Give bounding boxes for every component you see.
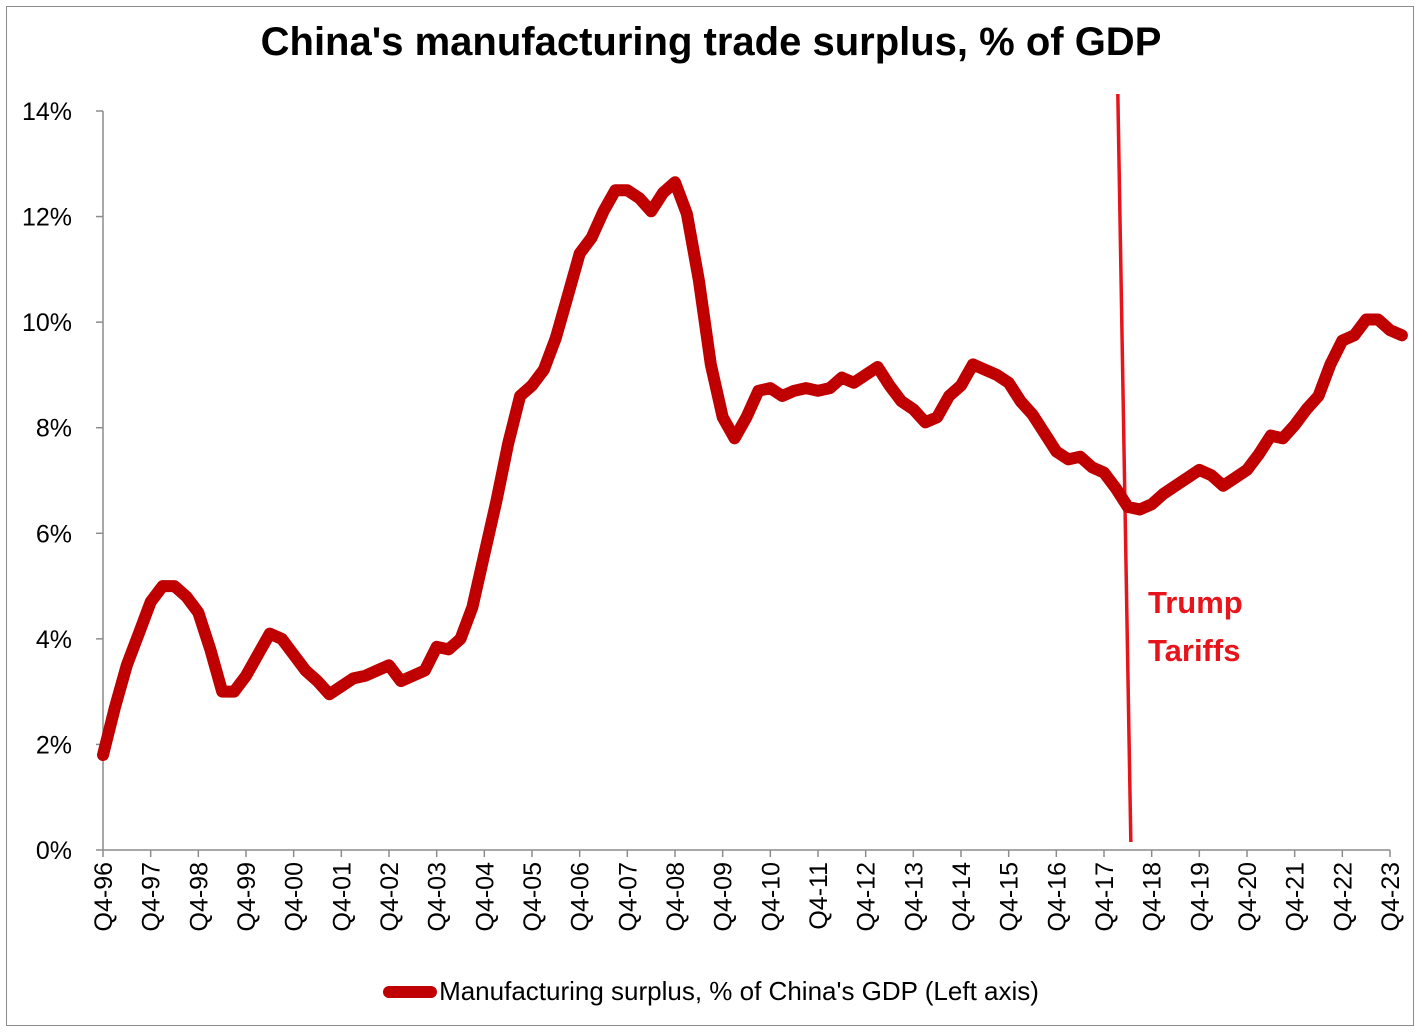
y-tick-label: 2% [36, 731, 72, 759]
legend-label: Manufacturing surplus, % of China's GDP … [439, 976, 1039, 1006]
x-tick-label: Q4-04 [471, 862, 499, 932]
x-tick-label: Q4-05 [519, 862, 547, 931]
chart-title: China's manufacturing trade surplus, % o… [260, 20, 1162, 64]
x-tick-label: Q4-16 [1043, 862, 1071, 931]
x-tick-label: Q4-18 [1139, 862, 1167, 931]
x-tick-label: Q4-19 [1186, 862, 1214, 931]
tariff-marker-line [1116, 93, 1133, 843]
x-tick-label: Q4-99 [233, 862, 261, 931]
x-tick-label: Q4-12 [853, 862, 881, 931]
y-tick-label: 6% [36, 520, 72, 548]
x-tick-label: Q4-22 [1329, 862, 1357, 931]
x-tick-label: Q4-21 [1282, 862, 1310, 931]
x-tick-label: Q4-02 [376, 862, 404, 931]
x-tick-label: Q4-98 [185, 862, 213, 931]
y-tick-label: 14% [22, 98, 72, 126]
y-tick-label: 8% [36, 415, 72, 443]
x-tick-label: Q4-07 [614, 862, 642, 931]
chart-frame [6, 6, 1414, 1026]
annotation-line-1: Trump [1148, 585, 1243, 620]
x-tick-label: Q4-13 [900, 862, 928, 931]
y-tick-label: 12% [22, 204, 72, 232]
x-tick-label: Q4-15 [996, 862, 1024, 931]
x-tick-label: Q4-11 [805, 862, 833, 930]
y-tick-label: 0% [36, 837, 72, 865]
x-tick-label: Q4-00 [281, 862, 309, 931]
x-tick-label: Q4-06 [567, 862, 595, 931]
x-tick-label: Q4-09 [710, 862, 738, 931]
legend-swatch [383, 985, 438, 998]
x-tick-label: Q4-17 [1091, 862, 1119, 931]
x-tick-label: Q4-97 [138, 862, 166, 931]
y-tick-label: 10% [22, 309, 72, 337]
x-tick-label: Q4-01 [328, 862, 356, 931]
x-tick-label: Q4-23 [1377, 862, 1405, 931]
x-tick-label: Q4-10 [757, 862, 785, 931]
x-tick-label: Q4-14 [948, 862, 976, 932]
series-line-manufacturing-surplus [97, 176, 1408, 761]
x-tick-label: Q4-08 [662, 862, 690, 931]
x-tick-label: Q4-03 [424, 862, 452, 931]
legend: Manufacturing surplus, % of China's GDP … [0, 976, 1422, 1007]
x-tick-label: Q4-20 [1234, 862, 1262, 931]
y-tick-label: 4% [36, 626, 72, 654]
annotation-line-2: Tariffs [1148, 633, 1240, 668]
x-tick-label: Q4-96 [90, 862, 118, 931]
